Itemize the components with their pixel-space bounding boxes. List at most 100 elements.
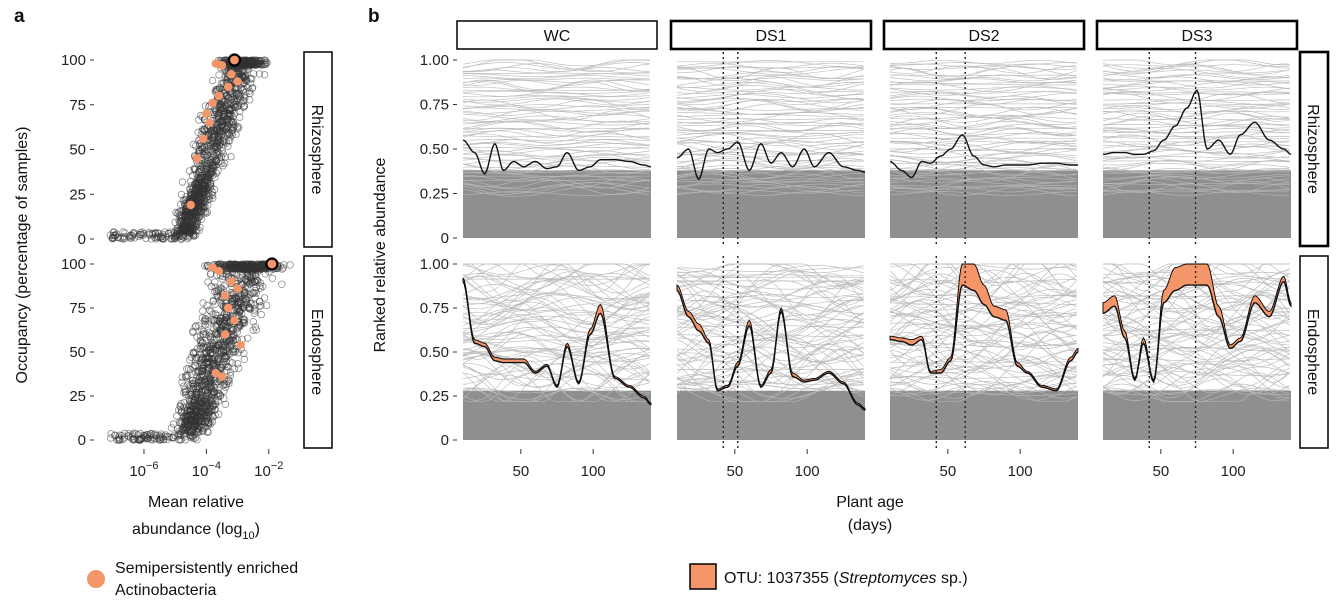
rank-line — [462, 365, 650, 402]
otu-point — [201, 172, 209, 180]
rank-line — [676, 67, 864, 76]
rank-line — [676, 183, 864, 189]
otu-point — [186, 407, 195, 415]
otu-point — [193, 181, 201, 190]
otu-point — [223, 311, 231, 320]
rank-line — [462, 157, 650, 166]
otu-point — [173, 224, 181, 233]
otu-point — [204, 412, 213, 420]
otu-point — [206, 341, 215, 349]
otu-point — [240, 355, 249, 363]
row-strip-label: Rhizosphere — [1304, 104, 1321, 194]
rank-line — [462, 177, 650, 187]
rank-line — [889, 346, 1077, 363]
rank-line — [1102, 143, 1290, 152]
otu-point — [167, 424, 176, 432]
rank-line — [676, 142, 864, 154]
otu-point — [174, 432, 182, 440]
rank-line — [1103, 110, 1290, 113]
rank-line — [462, 159, 650, 171]
otu-point — [181, 385, 189, 394]
otu-point — [198, 326, 206, 334]
rank-line — [676, 111, 864, 123]
rank-line — [889, 383, 1077, 394]
rank-line — [676, 339, 864, 351]
enriched-point — [217, 372, 227, 381]
otu-point — [201, 181, 210, 190]
otu-point — [250, 309, 259, 317]
rank-line — [676, 291, 864, 313]
otu-point — [228, 131, 237, 139]
rank-line — [462, 350, 650, 363]
otu-point — [186, 184, 194, 193]
rank-line — [676, 350, 864, 393]
rank-line — [889, 372, 1077, 386]
rank-line — [1102, 112, 1290, 122]
rank-line — [889, 191, 1077, 196]
otu-point — [226, 358, 234, 366]
rank-line — [889, 65, 1077, 71]
rank-lines — [462, 59, 650, 197]
otu-point — [255, 264, 264, 273]
rank-line — [462, 182, 650, 190]
y-tick-label: 75 — [69, 97, 86, 114]
rank-line — [676, 84, 864, 97]
otu-point — [243, 278, 251, 286]
otu-point — [244, 334, 252, 342]
otu-point — [209, 310, 217, 318]
rank-line — [462, 150, 650, 157]
rank-line — [676, 86, 864, 91]
otu-point — [212, 315, 221, 323]
rank-line — [462, 77, 650, 81]
otu-point — [222, 97, 230, 105]
otu-point — [194, 399, 203, 407]
rank-line — [676, 81, 864, 88]
otu-point — [220, 282, 228, 290]
otu-point — [252, 289, 260, 297]
otu-point — [240, 102, 248, 110]
otu-point — [221, 360, 229, 368]
otu-point — [198, 143, 206, 151]
rank-line — [676, 263, 864, 306]
x-tick-label: 10−4 — [192, 460, 221, 480]
x-tick-label: 10−2 — [254, 460, 283, 480]
rank-line — [889, 312, 1077, 329]
rank-line — [1102, 307, 1290, 311]
otu-point — [268, 274, 276, 282]
rank-line — [676, 152, 864, 162]
facet-strip-label: Endosphere — [308, 309, 325, 395]
rank-line — [676, 360, 864, 398]
rank-line — [676, 346, 864, 363]
rank-line — [462, 339, 650, 344]
otu-line — [1103, 89, 1292, 156]
otu-point — [194, 198, 202, 206]
column-strip-label: DS2 — [968, 28, 999, 45]
otu-point — [189, 363, 197, 372]
enriched-point — [227, 70, 236, 79]
otu-point — [136, 429, 144, 438]
otu-point — [192, 180, 200, 188]
rank-line — [889, 169, 1077, 176]
x-tick-label: 50 — [1153, 463, 1170, 480]
rank-line — [462, 73, 650, 78]
rank-line — [1102, 334, 1290, 367]
rank-line — [463, 263, 650, 279]
otu-point — [240, 349, 248, 358]
otu-point — [209, 166, 217, 175]
rank-line — [1102, 333, 1290, 346]
facet-DS3-Endosphere — [1102, 256, 1292, 448]
rank-line — [889, 177, 1077, 180]
rank-line — [1102, 292, 1290, 335]
otu-point — [230, 269, 238, 277]
otu-point — [161, 233, 170, 241]
otu-point — [178, 373, 186, 381]
rank-line — [889, 279, 1077, 283]
facet-DS2-Rhizosphere — [889, 52, 1078, 246]
rank-line — [889, 387, 1077, 402]
y-tick-label: 0.50 — [420, 344, 449, 361]
otu-point — [201, 102, 210, 110]
x-axis-a: 10−6 10−4 10−2 — [129, 449, 283, 480]
rank-line — [462, 264, 650, 275]
otu-point — [249, 318, 257, 326]
background-fill — [463, 390, 651, 440]
